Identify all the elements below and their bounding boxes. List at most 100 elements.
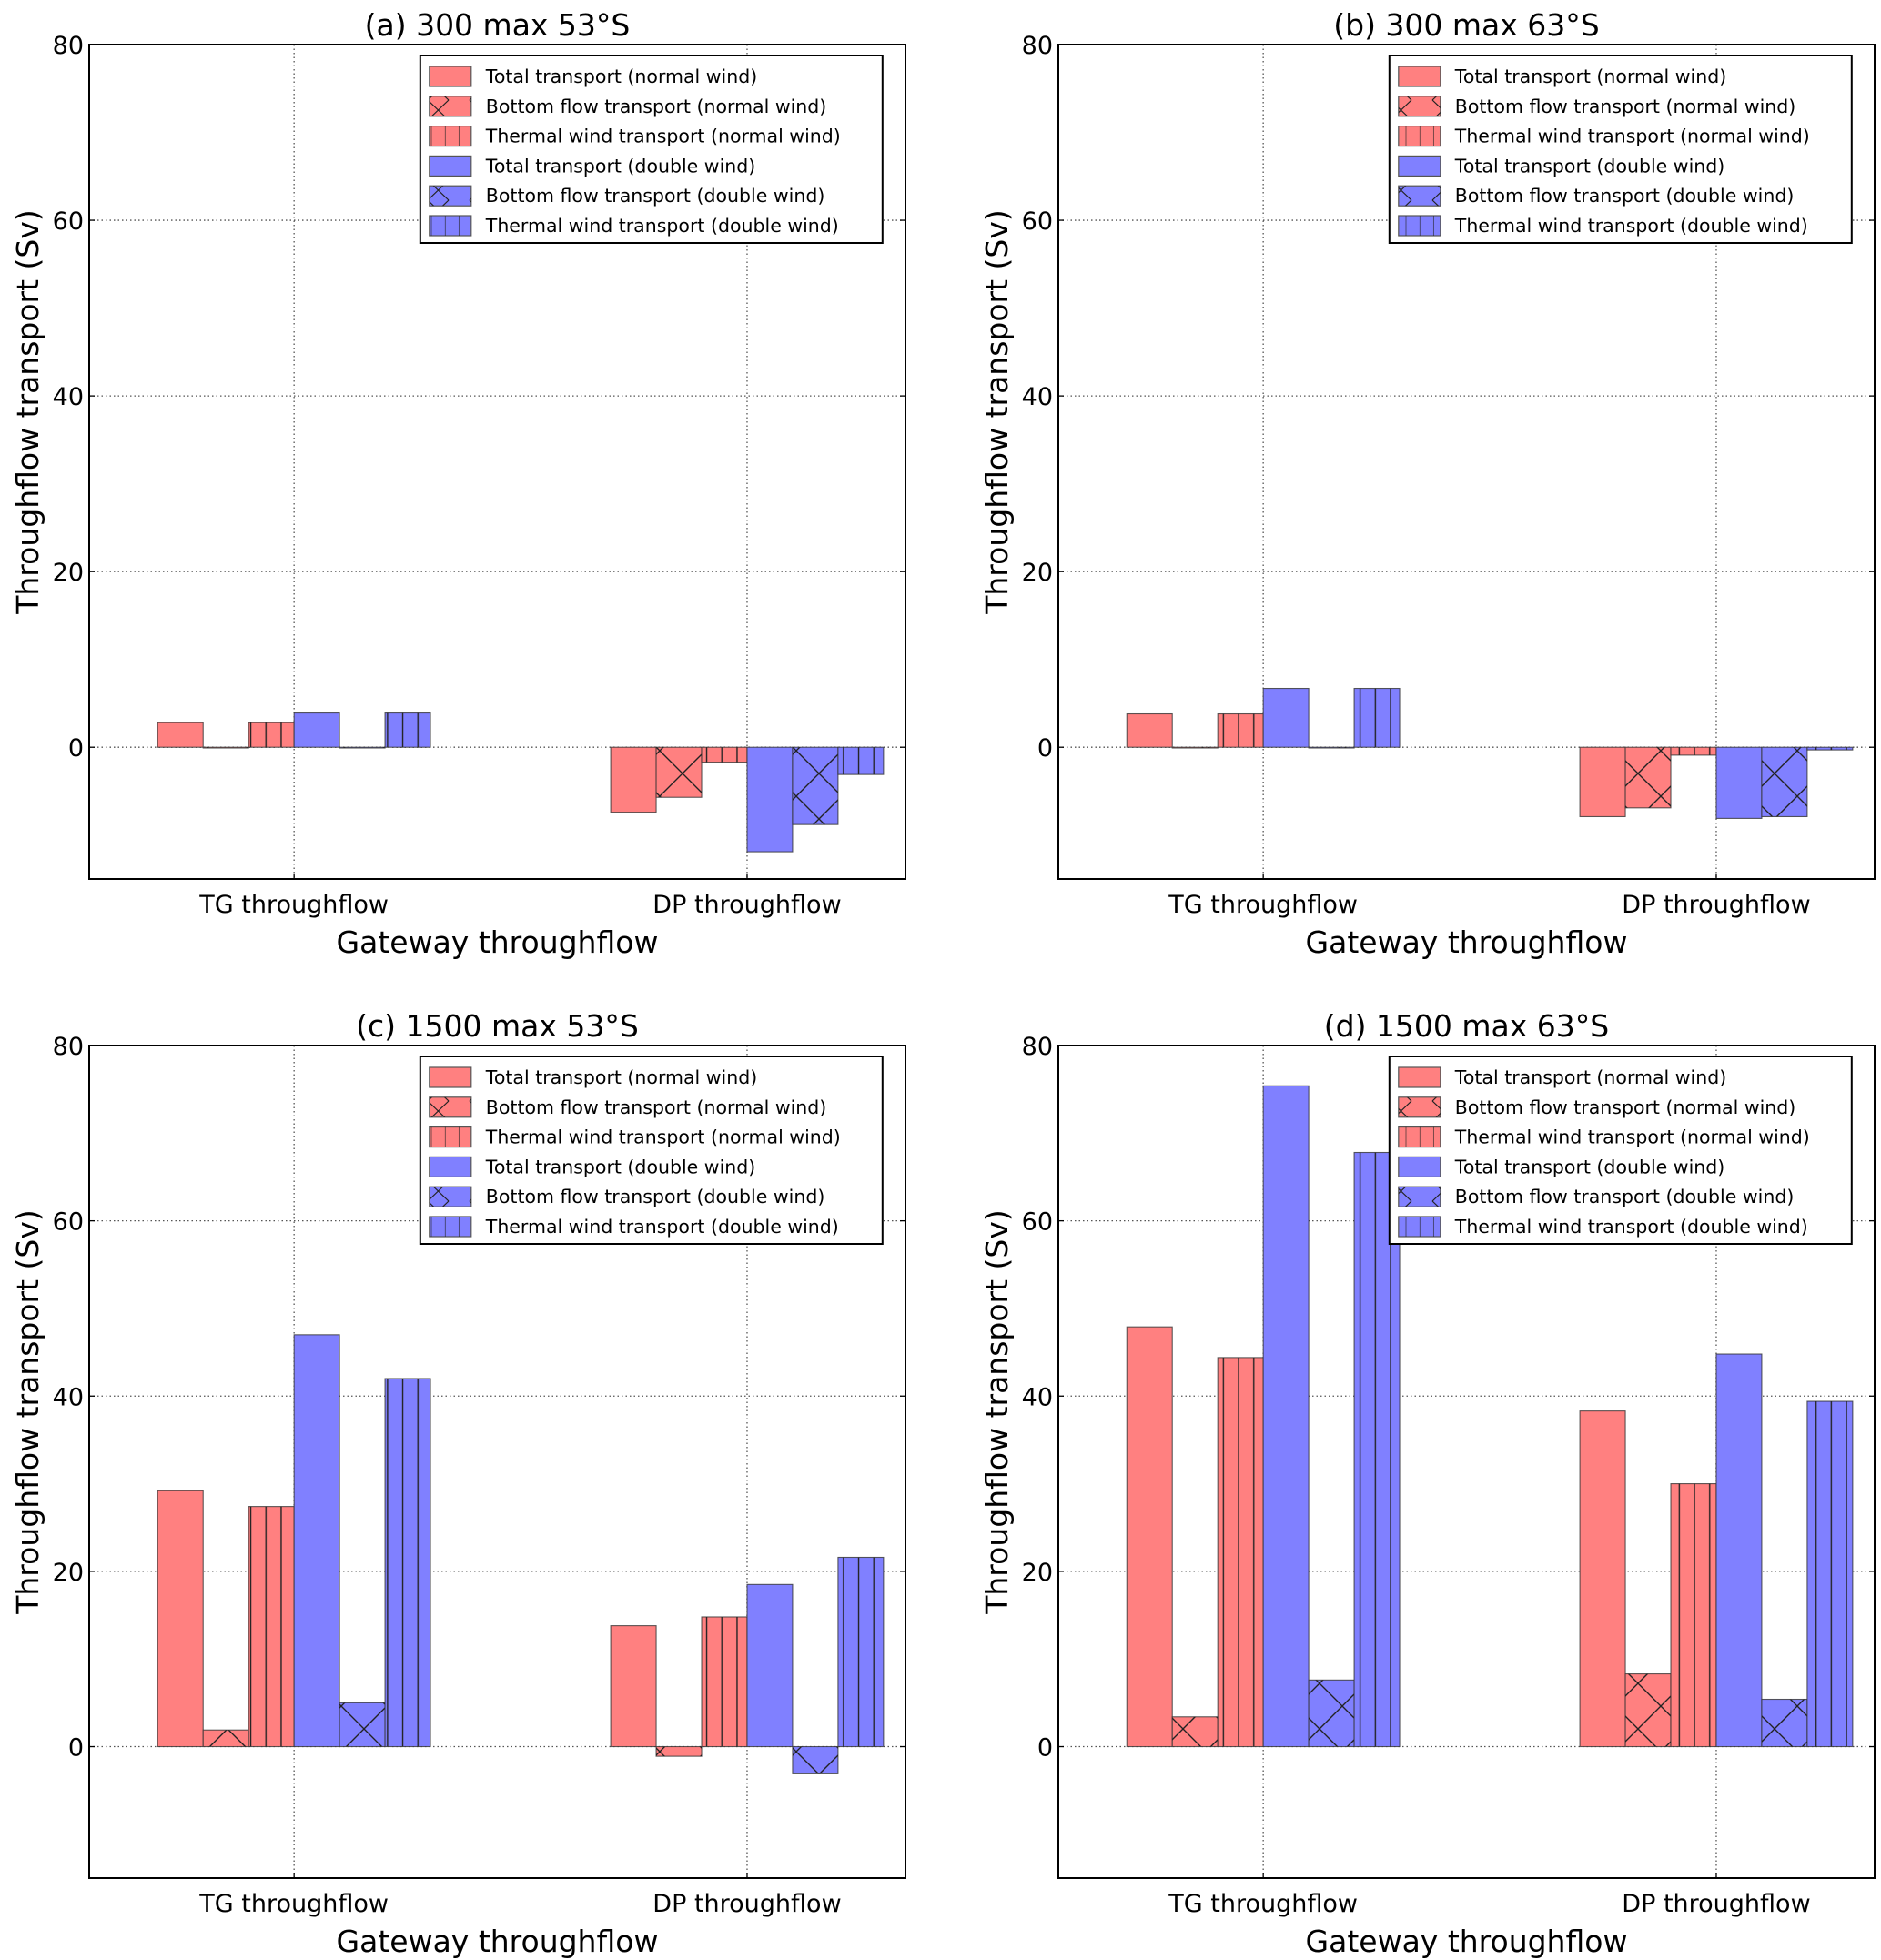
bar <box>746 746 794 853</box>
legend: Total transport (normal wind) Bottom flow… <box>1388 55 1853 244</box>
legend-swatch-hatch-vertical <box>429 1126 471 1147</box>
y-tick-label: 40 <box>53 383 84 411</box>
legend-swatch-hatch-vertical <box>429 216 471 236</box>
legend-label: Total transport (double wind) <box>485 1156 755 1177</box>
y-tick-label: 60 <box>53 1208 84 1237</box>
bar-hatch-cross <box>1309 1680 1355 1747</box>
bar-fill <box>157 722 204 748</box>
bar-hatch-vertical <box>248 1506 295 1747</box>
y-tick-label: 20 <box>1022 559 1053 587</box>
legend-label: Total transport (normal wind) <box>1454 66 1726 87</box>
bar-hatch-vertical <box>1671 1483 1716 1747</box>
legend-swatch-hatch-cross <box>429 96 471 116</box>
legend-swatch-hatch-cross <box>429 186 471 207</box>
legend-label: Total transport (double wind) <box>1454 1156 1724 1177</box>
x-axis-title: Gateway throughflow <box>337 924 659 960</box>
y-tick-label: 0 <box>68 734 84 763</box>
legend-swatch-hatch-cross <box>1398 1096 1441 1117</box>
bar <box>701 1616 748 1748</box>
x-tick-label: TG throughflow <box>198 891 389 919</box>
bar-hatch-vertical <box>1806 747 1853 751</box>
legend-item: Total transport (double wind) <box>429 1156 755 1178</box>
bar <box>1715 1353 1763 1748</box>
legend-label: Bottom flow transport (normal wind) <box>486 1096 827 1118</box>
bar <box>1353 687 1401 748</box>
legend-item: Bottom flow transport (double wind) <box>1398 185 1794 207</box>
x-axis-title: Gateway throughflow <box>337 1924 659 1959</box>
bar-hatch-cross <box>792 1746 838 1774</box>
bar <box>202 746 249 749</box>
legend-label: Thermal wind transport (normal wind) <box>1454 1126 1810 1148</box>
y-tick-label: 60 <box>53 207 84 236</box>
legend-swatch <box>429 155 472 177</box>
x-axis-title: Gateway throughflow <box>1306 1924 1628 1959</box>
bar-hatch-cross <box>1625 747 1672 808</box>
bar-hatch-cross <box>1309 747 1355 749</box>
axes-frame <box>88 1045 906 1879</box>
bar <box>293 712 340 748</box>
legend-swatch-hatch-vertical <box>1398 216 1441 236</box>
legend-swatch <box>429 1066 472 1088</box>
legend-item: Total transport (normal wind) <box>429 1066 757 1088</box>
legend-swatch-hatch-cross <box>1398 96 1441 116</box>
legend-item: Total transport (normal wind) <box>1398 1066 1726 1088</box>
bar-fill <box>610 746 657 813</box>
bar <box>1262 1085 1310 1748</box>
bar <box>746 1583 794 1748</box>
bar-hatch-cross <box>339 747 386 749</box>
legend-label: Total transport (normal wind) <box>485 1066 757 1088</box>
legend-item: Bottom flow transport (normal wind) <box>429 1096 827 1118</box>
legend-item: Bottom flow transport (normal wind) <box>429 96 827 117</box>
x-tick-label: DP throughflow <box>652 1890 841 1918</box>
legend-swatch <box>429 1156 472 1178</box>
x-tick-label: DP throughflow <box>1622 891 1810 919</box>
bar <box>1715 746 1763 819</box>
legend-label: Thermal wind transport (double wind) <box>1454 1216 1808 1238</box>
y-tick-label: 20 <box>53 1559 84 1587</box>
bar <box>792 1745 839 1774</box>
bar-fill <box>1715 746 1763 819</box>
bar-hatch-cross <box>1172 1716 1219 1747</box>
y-tick-label: 80 <box>1022 32 1053 60</box>
bar <box>1171 1716 1219 1748</box>
legend-label: Bottom flow transport (normal wind) <box>486 96 827 117</box>
legend-item: Total transport (double wind) <box>429 155 755 177</box>
bar-fill <box>746 746 794 853</box>
bar-hatch-cross <box>203 1730 249 1747</box>
y-tick-label: 0 <box>1037 734 1053 763</box>
legend-item: Thermal wind transport (double wind) <box>1398 1216 1808 1238</box>
legend-item: Bottom flow transport (double wind) <box>429 1186 824 1207</box>
legend-item: Total transport (normal wind) <box>1398 66 1726 87</box>
legend-label: Bottom flow transport (double wind) <box>486 185 825 207</box>
bar <box>1126 712 1173 748</box>
y-tick-label: 80 <box>53 32 84 60</box>
legend-item: Total transport (double wind) <box>1398 1156 1724 1177</box>
bar-fill <box>1579 746 1626 818</box>
bar-fill <box>1579 1410 1626 1748</box>
y-tick-label: 60 <box>1022 207 1053 236</box>
bar <box>248 722 295 748</box>
bar-fill <box>157 1490 204 1748</box>
bar-fill <box>1126 712 1173 748</box>
y-tick-label: 40 <box>53 1383 84 1411</box>
y-tick-label: 80 <box>1022 1033 1053 1061</box>
legend-item: Total transport (double wind) <box>1398 155 1724 177</box>
bar-hatch-vertical <box>1218 1357 1264 1747</box>
bar <box>248 1506 295 1748</box>
y-tick-label: 40 <box>1022 1383 1053 1411</box>
bar <box>293 1334 340 1748</box>
bar <box>1579 746 1626 818</box>
bar <box>1806 1400 1854 1748</box>
bar <box>837 1556 885 1748</box>
legend-label: Total transport (double wind) <box>1454 155 1724 177</box>
bar <box>1579 1410 1626 1748</box>
y-tick-label: 60 <box>1022 1208 1053 1237</box>
bar-fill <box>293 712 340 748</box>
bar-hatch-vertical <box>385 712 431 748</box>
legend: Total transport (normal wind) Bottom flow… <box>419 1056 884 1245</box>
legend-label: Total transport (normal wind) <box>1454 1066 1726 1088</box>
legend-item: Thermal wind transport (double wind) <box>429 215 839 237</box>
legend-item: Thermal wind transport (normal wind) <box>429 126 841 147</box>
bar-hatch-vertical <box>1671 747 1716 755</box>
